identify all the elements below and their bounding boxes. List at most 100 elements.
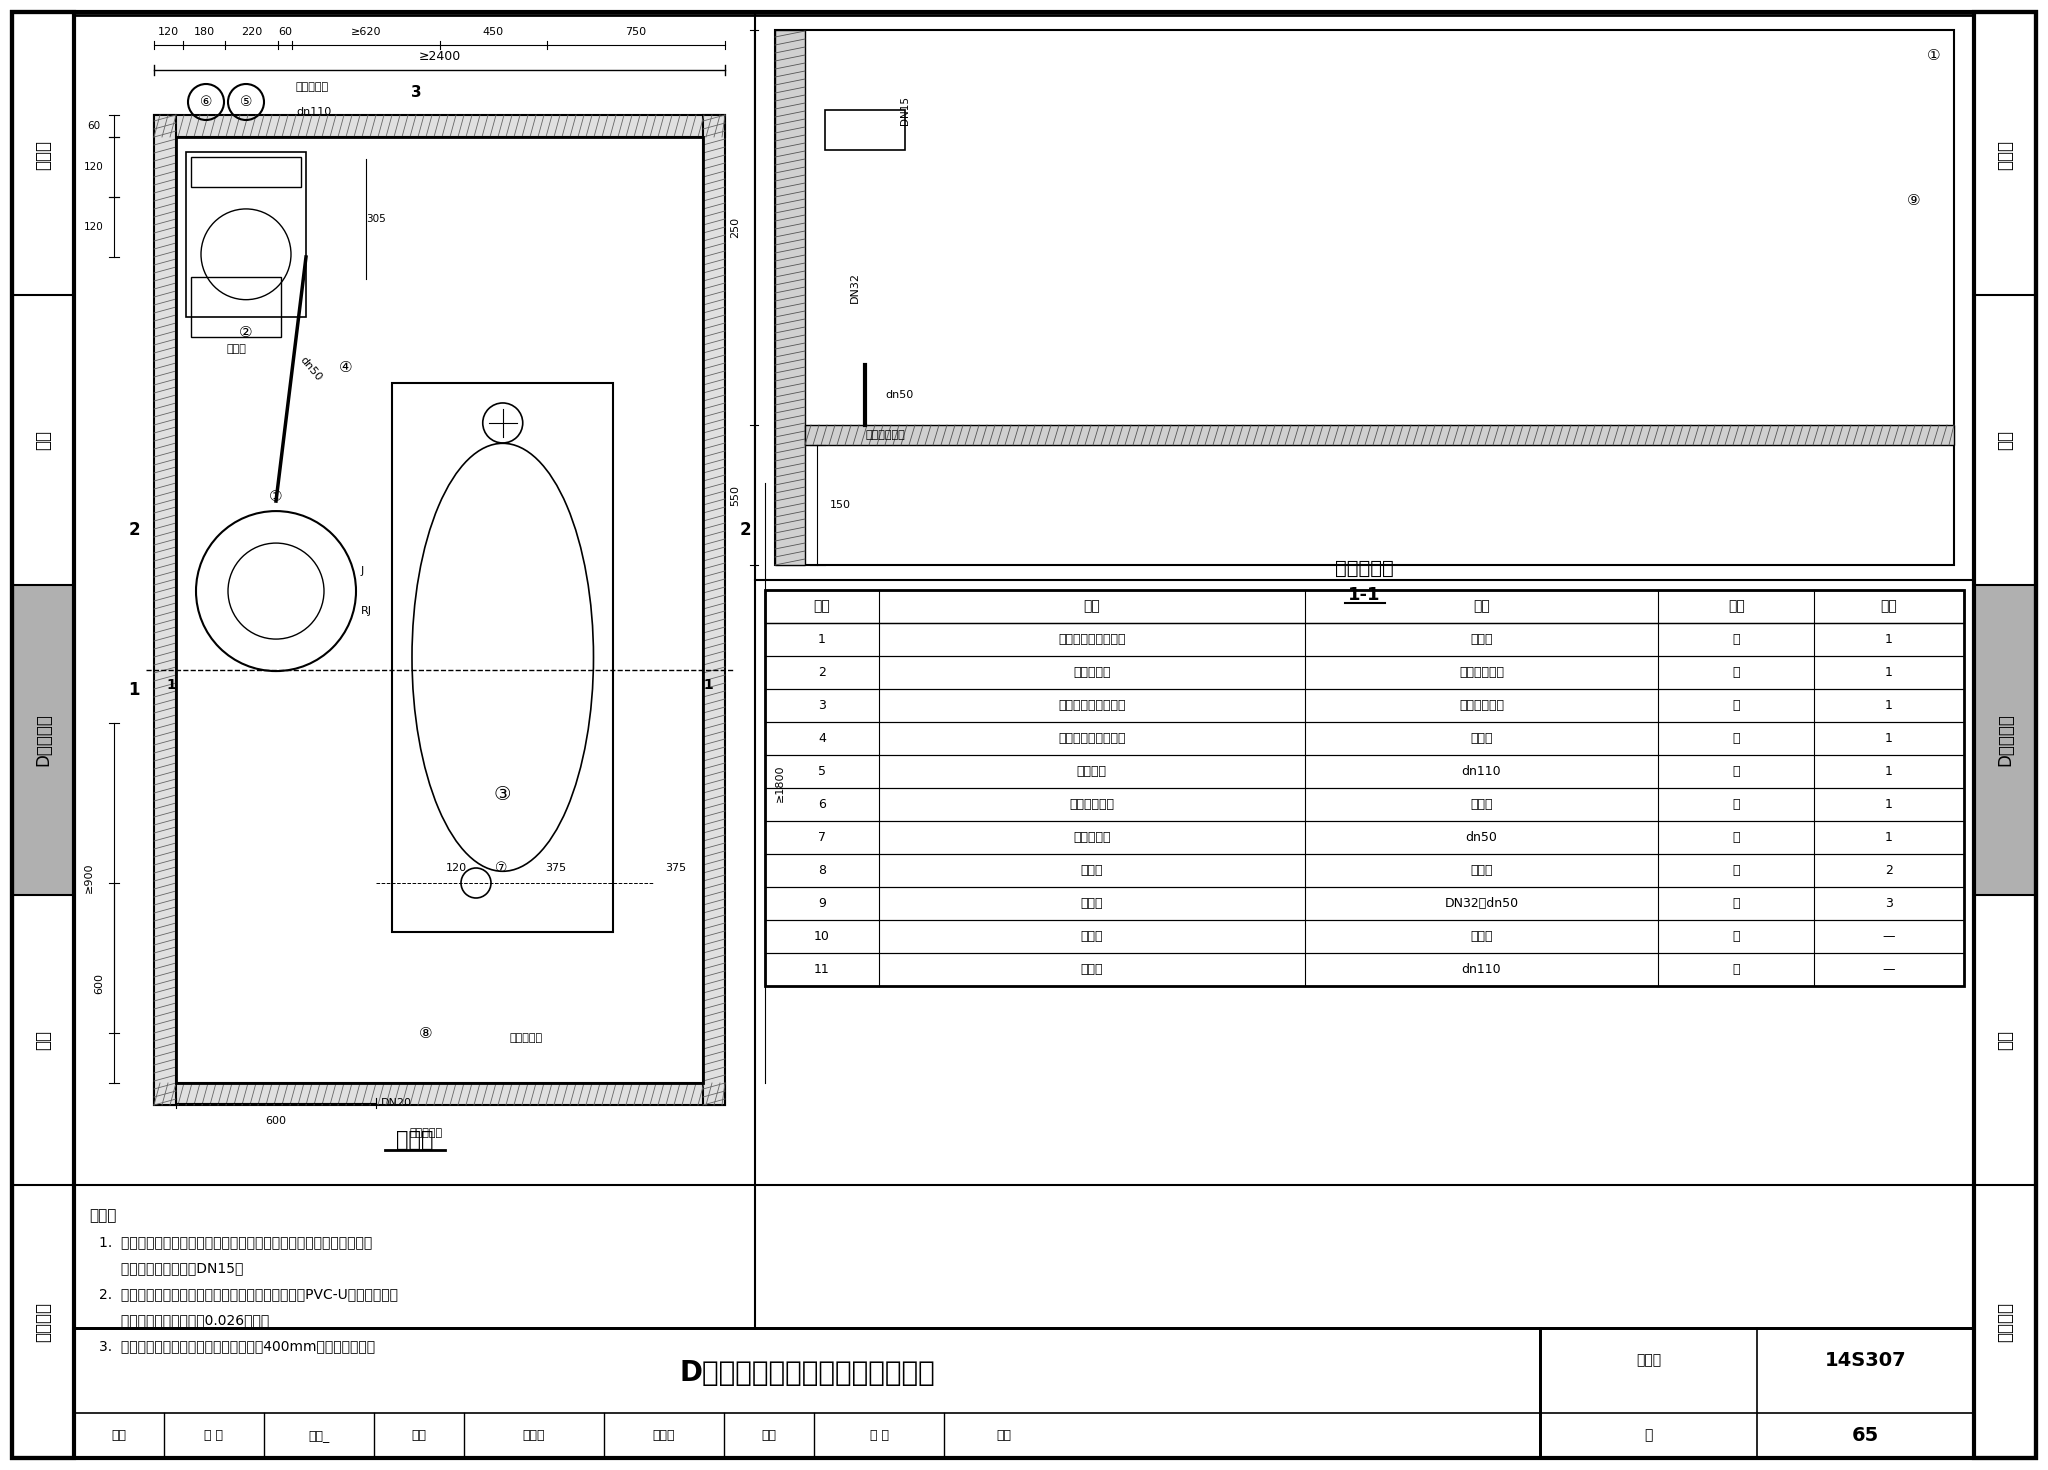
Text: 250: 250 [729, 218, 739, 238]
Text: 管径的，其管径均为DN15。: 管径的，其管径均为DN15。 [98, 1261, 244, 1274]
Text: 节点详图: 节点详图 [1997, 1301, 2013, 1342]
Text: 2: 2 [1884, 864, 1892, 878]
Text: 个: 个 [1733, 864, 1741, 878]
Text: 180: 180 [193, 26, 215, 37]
Text: 设计: 设计 [762, 1429, 776, 1442]
Text: 分水器: 分水器 [1081, 864, 1104, 878]
Text: 2: 2 [817, 666, 825, 679]
Bar [774, 29, 805, 564]
Text: ≥1800: ≥1800 [774, 764, 784, 801]
Text: ⑤: ⑤ [240, 96, 252, 109]
Text: 主要设备表: 主要设备表 [1335, 559, 1395, 578]
Text: 规格: 规格 [1473, 600, 1489, 613]
Bar [190, 276, 281, 337]
Bar [702, 115, 725, 1105]
Text: 1: 1 [1884, 666, 1892, 679]
Bar [766, 953, 1964, 986]
Text: 台上式: 台上式 [1470, 634, 1493, 645]
Text: 单位: 单位 [1729, 600, 1745, 613]
Text: 2.  本图排水设计为污废水合流系统，按硬聚氯乙烯（PVC-U）排水管及配: 2. 本图排水设计为污废水合流系统，按硬聚氯乙烯（PVC-U）排水管及配 [98, 1288, 397, 1301]
Bar [766, 822, 1964, 854]
Text: 1: 1 [817, 634, 825, 645]
Text: 接自冷水表: 接自冷水表 [410, 1127, 442, 1138]
Bar [766, 589, 1964, 623]
Text: dn110: dn110 [1462, 963, 1501, 976]
Text: RJ: RJ [360, 606, 373, 616]
Text: 220: 220 [242, 26, 262, 37]
Text: 1: 1 [1884, 700, 1892, 711]
Text: ⑧: ⑧ [420, 1026, 432, 1041]
Text: 1-1: 1-1 [1348, 587, 1380, 604]
Text: 750: 750 [625, 26, 647, 37]
Text: 6: 6 [817, 798, 825, 811]
Text: 3: 3 [817, 700, 825, 711]
Text: 个: 个 [1733, 931, 1741, 942]
Text: 直通式地漏: 直通式地漏 [1073, 831, 1110, 844]
Text: 分体式下排水: 分体式下排水 [1458, 666, 1503, 679]
Text: 说明：: 说明： [88, 1208, 117, 1223]
Text: 3.  本卫生间平面布置同时也适用于坑距为400mm的坐式大便器。: 3. 本卫生间平面布置同时也适用于坑距为400mm的坐式大便器。 [98, 1339, 375, 1352]
Text: 120: 120 [84, 222, 104, 232]
Text: 1: 1 [129, 681, 139, 700]
Text: 120: 120 [158, 26, 178, 37]
Text: 检修口: 检修口 [225, 344, 246, 354]
Text: 60: 60 [279, 26, 293, 37]
Text: 根: 根 [1733, 798, 1741, 811]
Text: 厨房: 厨房 [35, 431, 51, 450]
Text: DN15: DN15 [899, 96, 909, 125]
Text: 根: 根 [1733, 764, 1741, 778]
Text: 14S307: 14S307 [1825, 1351, 1907, 1370]
Text: 按设计: 按设计 [1470, 798, 1493, 811]
Bar [805, 425, 1954, 445]
Text: 1: 1 [702, 678, 713, 692]
Text: DN32、dn50: DN32、dn50 [1444, 897, 1518, 910]
Bar [766, 788, 1964, 822]
Bar [766, 656, 1964, 689]
Bar [766, 756, 1964, 788]
Text: ⑨: ⑨ [1907, 193, 1921, 207]
Text: 专用通气立管: 专用通气立管 [1069, 798, 1114, 811]
Text: 套: 套 [1733, 700, 1741, 711]
Text: ≥620: ≥620 [350, 26, 381, 37]
Text: 张 森: 张 森 [205, 1429, 223, 1442]
Bar [74, 1327, 1540, 1458]
Text: 万 水: 万 水 [870, 1429, 889, 1442]
Text: 7: 7 [817, 831, 825, 844]
Text: 吊顶检修口: 吊顶检修口 [510, 1033, 543, 1044]
Bar [176, 137, 702, 1083]
Text: 150: 150 [829, 500, 850, 510]
Text: 4: 4 [817, 732, 825, 745]
Text: 单柄水龙无漭过浴盆: 单柄水龙无漭过浴盆 [1059, 700, 1126, 711]
Text: 单柄混合水龙洗脚盆: 单柄混合水龙洗脚盆 [1059, 634, 1126, 645]
Text: 按设计: 按设计 [1470, 864, 1493, 878]
Text: 375: 375 [545, 863, 567, 873]
Text: 万水: 万水 [997, 1429, 1012, 1442]
Text: ③: ③ [494, 785, 512, 804]
Text: 2: 2 [739, 520, 752, 539]
Text: 套: 套 [1733, 666, 1741, 679]
Bar [12, 12, 74, 1458]
Text: 个: 个 [1733, 963, 1741, 976]
Text: 1: 1 [166, 678, 176, 692]
Bar [74, 15, 1974, 1327]
Text: 队火圈: 队火圈 [1081, 963, 1104, 976]
Text: —: — [1882, 931, 1894, 942]
Text: 600: 600 [94, 973, 104, 994]
Text: —: — [1882, 963, 1894, 976]
Text: dn50: dn50 [1466, 831, 1497, 844]
Text: 图集号: 图集号 [1636, 1354, 1661, 1367]
Bar [825, 110, 905, 150]
Text: 铸铁或亚克力: 铸铁或亚克力 [1458, 700, 1503, 711]
Text: 按设计: 按设计 [1470, 931, 1493, 942]
Text: 5: 5 [817, 764, 825, 778]
Text: 375: 375 [666, 863, 686, 873]
Text: J: J [360, 566, 365, 576]
Text: 600: 600 [266, 1116, 287, 1126]
Bar [154, 115, 725, 137]
Text: 1: 1 [1884, 831, 1892, 844]
Text: ⑥: ⑥ [201, 96, 213, 109]
Text: 卧挂储水式电热水器: 卧挂储水式电热水器 [1059, 732, 1126, 745]
Text: 3: 3 [412, 84, 422, 100]
Text: 8: 8 [817, 864, 825, 878]
Bar [766, 689, 1964, 722]
